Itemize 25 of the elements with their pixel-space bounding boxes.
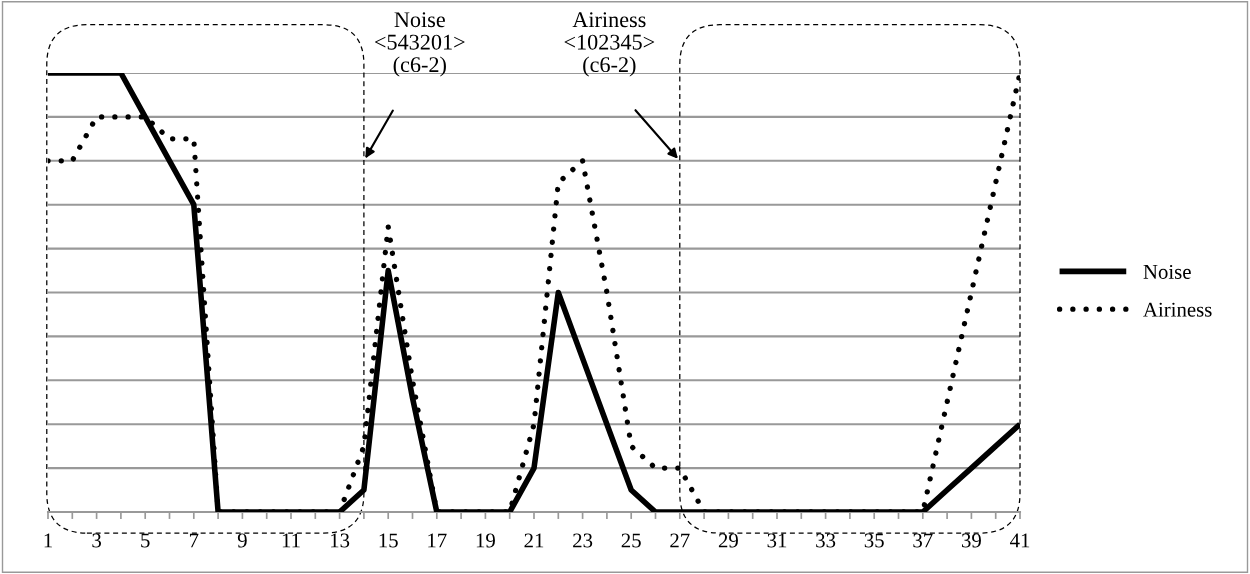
x-tick-label: 27 xyxy=(670,533,690,548)
x-tick-label: 7 xyxy=(189,533,199,548)
x-tick-label: 13 xyxy=(331,533,350,548)
x-tick-label: 11 xyxy=(282,533,300,548)
x-tick-label: 9 xyxy=(237,533,247,548)
x-tick-label: 39 xyxy=(961,533,981,548)
x-tick-label: 41 xyxy=(1009,533,1030,548)
x-tick-label: 3 xyxy=(92,533,101,548)
x-tick-label: 21 xyxy=(524,533,544,548)
x-tick-label: 19 xyxy=(476,533,495,548)
legend-label: Airiness xyxy=(1143,302,1212,317)
x-tick-label: 17 xyxy=(428,533,447,548)
x-tick-label: 37 xyxy=(913,533,933,548)
x-tick-label: 5 xyxy=(141,533,150,548)
x-tick-label: 23 xyxy=(573,533,593,548)
x-tick-label: 25 xyxy=(621,533,641,548)
x-tick-label: 33 xyxy=(816,533,836,548)
x-tick-label: 29 xyxy=(718,533,738,548)
annotation: Airiness <102345> (c6-2) xyxy=(564,12,655,77)
x-tick-label: 1 xyxy=(44,533,52,548)
x-tick-label: 31 xyxy=(767,533,787,548)
legend-label: Noise xyxy=(1143,264,1191,279)
x-tick-label: 15 xyxy=(379,533,398,548)
x-tick-label: 35 xyxy=(864,533,884,548)
annotation: Noise <543201> (c6-2) xyxy=(375,12,465,77)
